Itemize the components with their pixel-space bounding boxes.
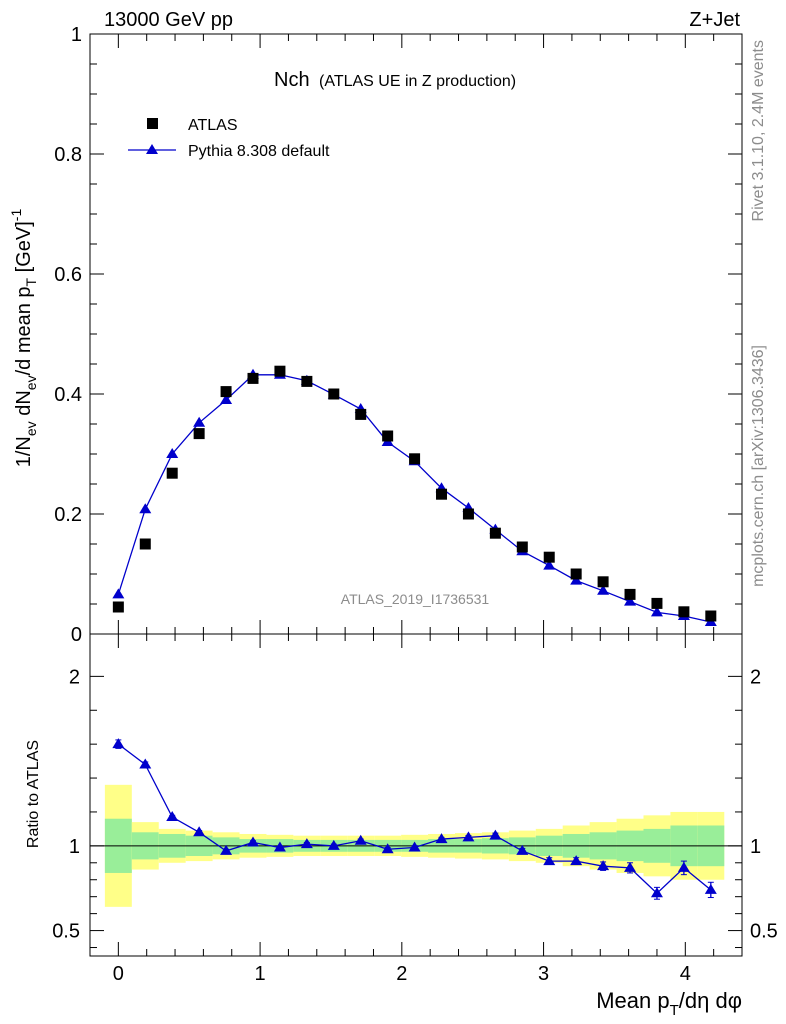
data-points	[112, 365, 717, 900]
ratio-point	[489, 829, 502, 840]
ratio-axis-title: Ratio to ATLAS	[25, 740, 42, 848]
pythia-point	[112, 588, 125, 599]
x-tick-label: 2	[396, 963, 407, 985]
pythia-line	[117, 374, 711, 623]
ratio-point	[624, 861, 637, 872]
y-tick-label: 0.2	[54, 504, 82, 526]
pythia-point	[220, 394, 233, 404]
x-tick-label: 4	[680, 963, 691, 985]
ratio-point	[220, 844, 233, 855]
ratio-tick-label-left: 1	[69, 836, 80, 858]
ratio-point	[543, 855, 556, 866]
pythia-point	[543, 559, 556, 570]
ratio-point	[112, 738, 125, 749]
ratio-point	[381, 843, 394, 854]
atlas-point	[543, 551, 555, 563]
ratio-point	[247, 836, 259, 847]
atlas-point	[193, 428, 205, 440]
chart-subtitle: (ATLAS UE in Z production)	[319, 73, 516, 90]
x-axis-title: Mean pT/dη dφ	[596, 988, 742, 1019]
y-axis-title: 1/Nev dNev/d mean pT [GeV]-1	[8, 209, 39, 468]
legend: ATLAS Pythia 8.308 default	[128, 117, 330, 160]
atlas-point	[382, 430, 394, 442]
atlas-point	[624, 588, 636, 600]
y-tick-label: 1	[71, 24, 82, 46]
ratio-plot-frame	[89, 633, 743, 957]
y-tick-label: 0.4	[54, 384, 82, 406]
atlas-point	[301, 375, 313, 387]
ratio-tick-label-left: 2	[69, 666, 80, 688]
mcplots-label: mcplots.cern.ch [arXiv:1306.3436]	[750, 345, 767, 587]
x-tick-label: 1	[255, 963, 266, 985]
legend-marker-pythia	[146, 144, 158, 154]
pythia-point	[166, 448, 179, 458]
ratio-point	[570, 855, 583, 866]
x-tick-label: 0	[113, 963, 124, 985]
ratio-point	[193, 826, 206, 837]
ratio-point	[650, 887, 663, 898]
y-tick-label: 0.6	[54, 264, 82, 286]
pythia-point	[139, 503, 152, 514]
atlas-point	[489, 527, 501, 539]
ratio-tick-label-right: 0.5	[750, 921, 778, 943]
analysis-watermark: ATLAS_2019_I1736531	[341, 591, 490, 607]
ratio-tick-label-right: 2	[750, 666, 761, 688]
ratio-point	[300, 838, 313, 849]
pythia-point	[570, 574, 583, 585]
legend-label-pythia: Pythia 8.308 default	[188, 143, 330, 160]
ratio-point	[139, 758, 152, 769]
pythia-point	[597, 584, 610, 595]
atlas-point	[112, 601, 124, 613]
y-tick-label: 0	[71, 624, 82, 646]
atlas-point	[651, 597, 663, 609]
atlas-point	[570, 568, 582, 580]
atlas-point	[274, 365, 286, 377]
atlas-point	[220, 386, 232, 398]
legend-label-atlas: ATLAS	[188, 117, 238, 134]
atlas-point	[139, 538, 151, 550]
atlas-point	[678, 606, 690, 618]
header-right: Z+Jet	[689, 9, 740, 31]
ratio-point	[704, 883, 717, 894]
ratio-tick-label-right: 1	[750, 836, 761, 858]
x-tick-label: 3	[538, 963, 549, 985]
atlas-point	[516, 541, 528, 553]
axis-ticks: 0 0.2 0.4 0.6 0.8 1 0 1 2 3 4 0.5 0.5 1 1 2 2	[52, 24, 778, 985]
atlas-point	[462, 508, 474, 520]
ratio-point	[408, 841, 421, 852]
chart-title: Nch	[274, 69, 310, 91]
atlas-point	[597, 576, 609, 588]
ratio-point	[273, 841, 286, 852]
header-left: 13000 GeV pp	[104, 9, 233, 31]
ratio-point	[166, 811, 179, 822]
atlas-point	[328, 388, 340, 400]
ratio-point	[327, 839, 340, 850]
rivet-label: Rivet 3.1.10, 2.4M events	[750, 40, 767, 221]
pythia-point	[624, 595, 637, 606]
ratio-tick-label-left: 0.5	[52, 921, 80, 943]
atlas-point	[166, 467, 178, 479]
atlas-point	[436, 488, 448, 500]
ratio-point	[516, 844, 529, 855]
atlas-point	[705, 610, 717, 622]
atlas-point	[409, 453, 421, 465]
y-tick-label: 0.8	[54, 144, 82, 166]
atlas-point	[355, 408, 367, 420]
pythia-point	[650, 606, 663, 617]
atlas-point	[247, 372, 259, 384]
legend-marker-atlas	[147, 118, 158, 129]
ratio-point	[597, 860, 610, 871]
ratio-point	[435, 833, 448, 844]
ratio-point	[677, 861, 690, 872]
ratio-point	[462, 831, 475, 842]
ratio-point	[354, 834, 367, 845]
pythia-point	[193, 416, 206, 427]
